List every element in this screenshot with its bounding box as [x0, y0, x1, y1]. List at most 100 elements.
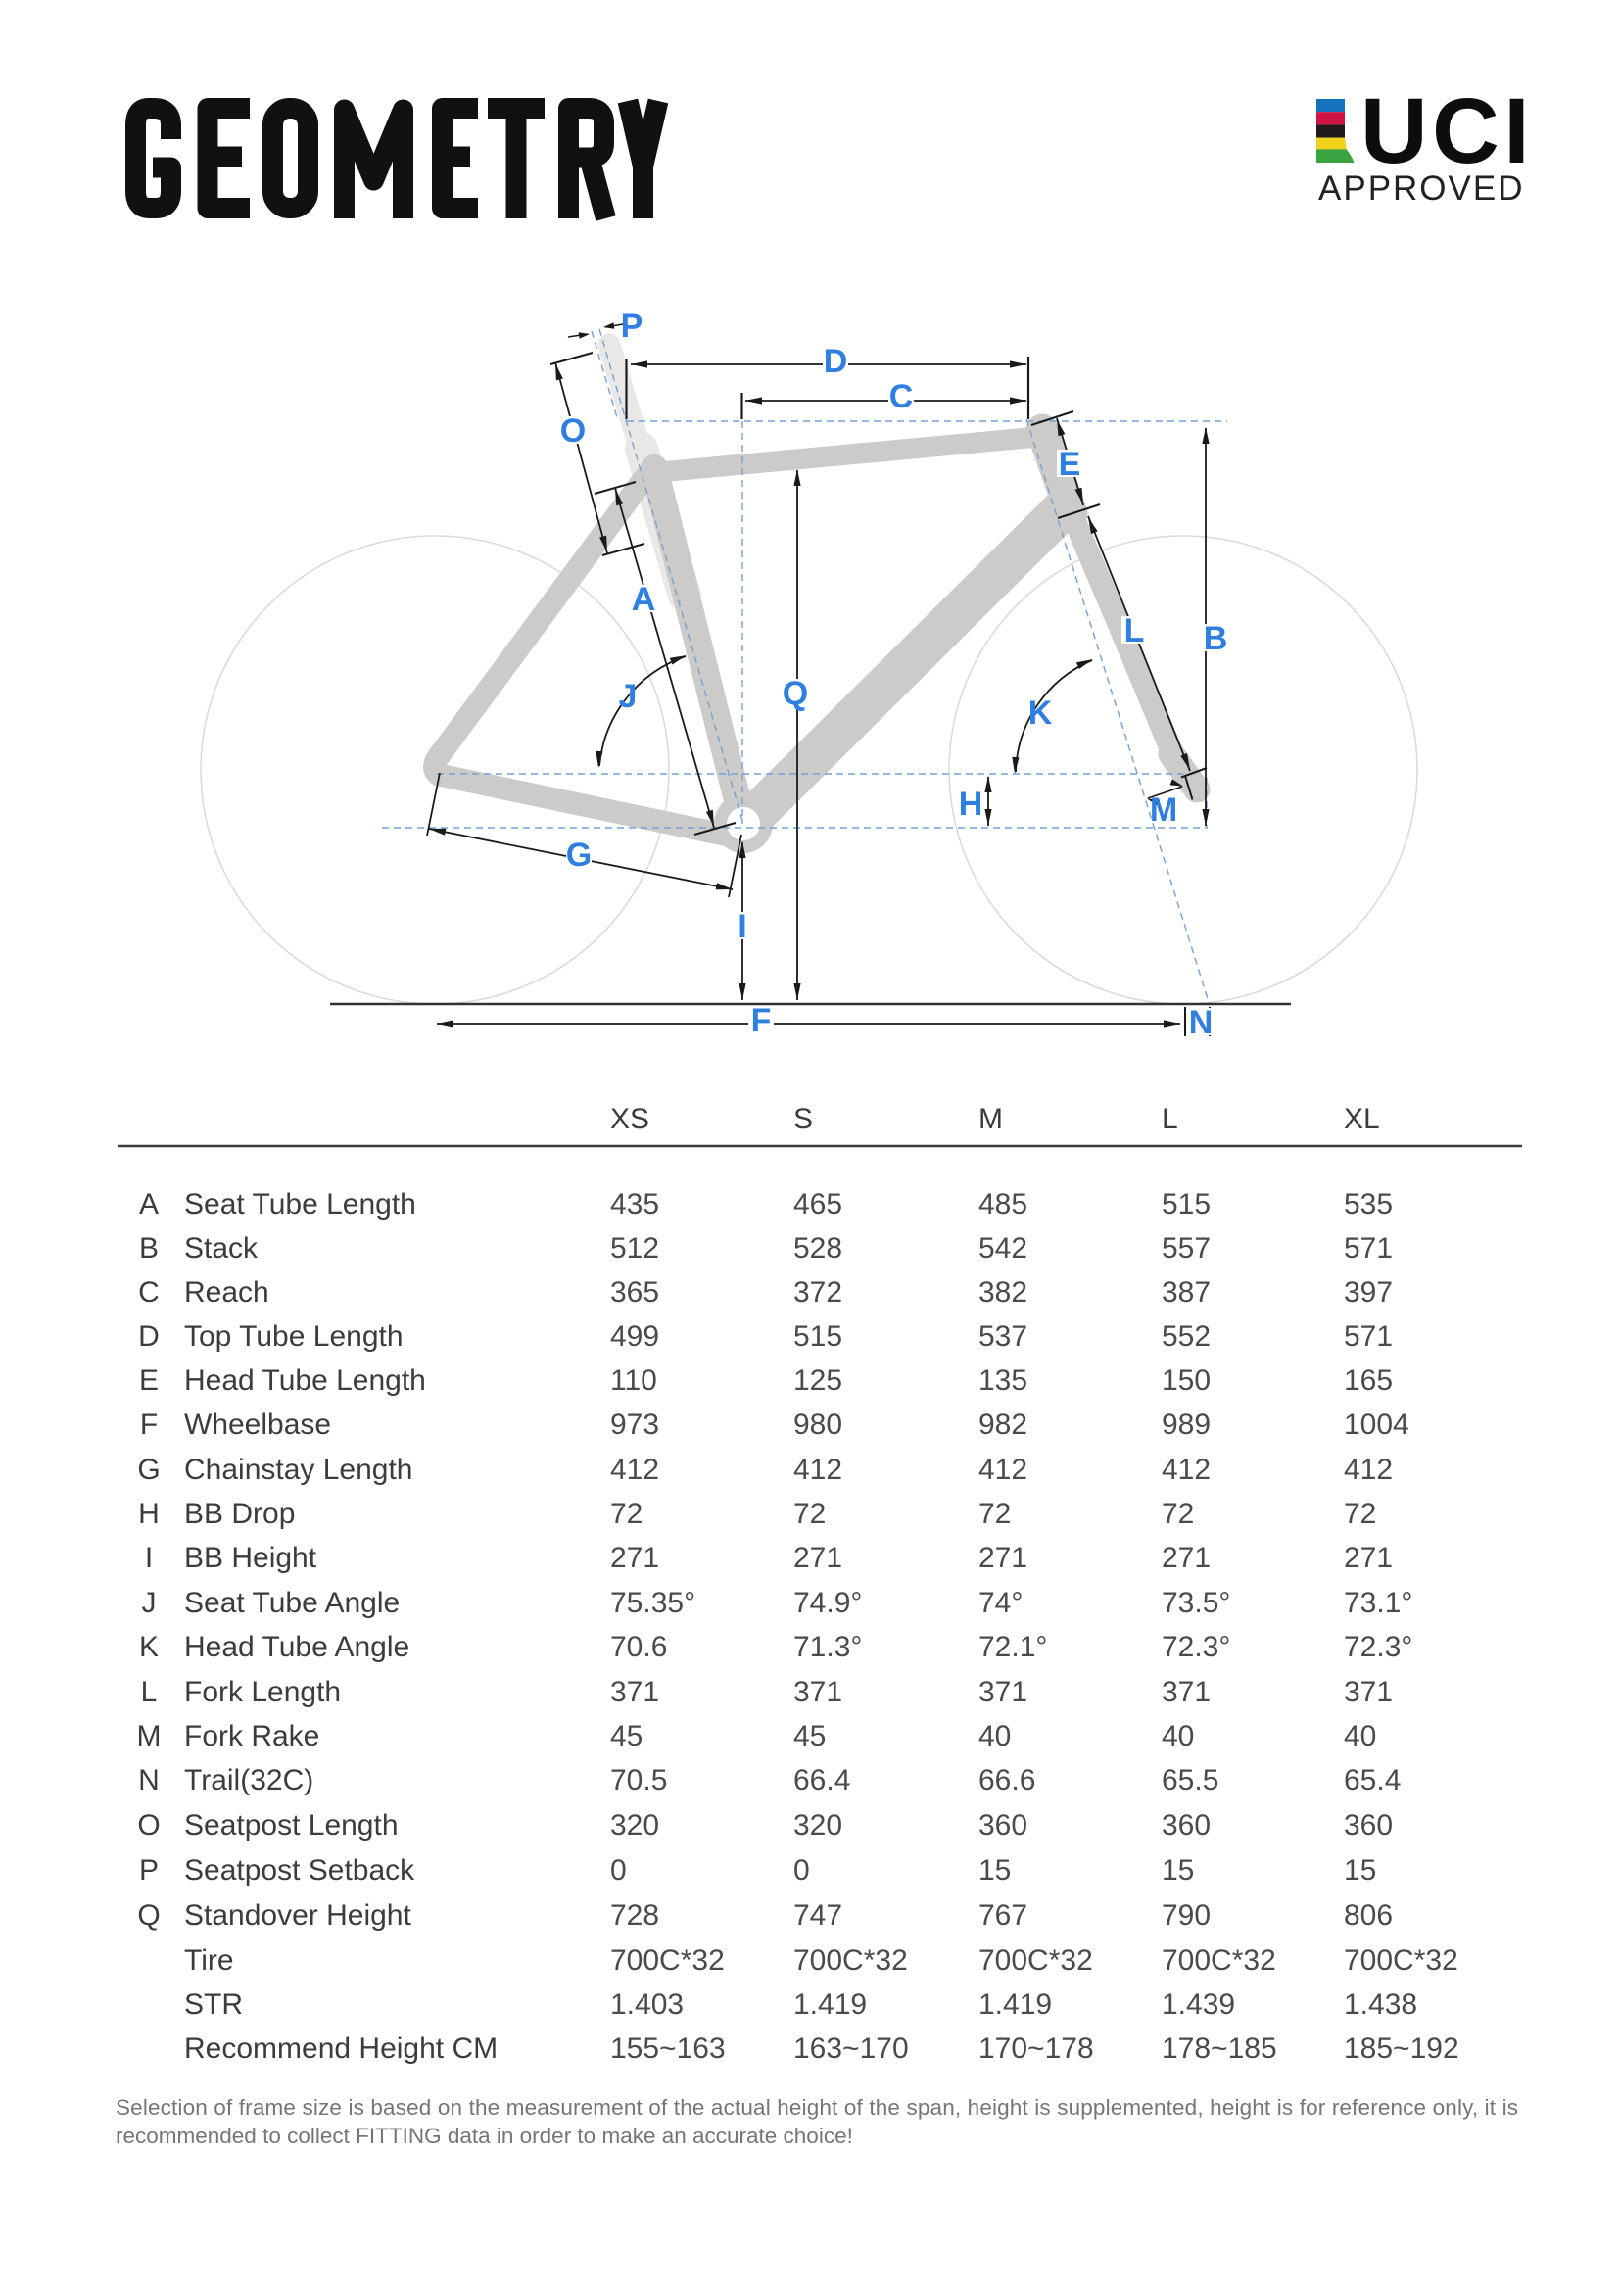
svg-text:271: 271: [793, 1542, 842, 1574]
svg-text:980: 980: [793, 1409, 842, 1441]
svg-text:74.9°: 74.9°: [793, 1587, 862, 1619]
svg-text:271: 271: [1344, 1542, 1393, 1574]
svg-text:E: E: [1059, 446, 1081, 483]
svg-text:L: L: [1124, 612, 1145, 649]
svg-text:365: 365: [610, 1276, 659, 1309]
svg-text:D: D: [824, 343, 848, 380]
svg-text:110: 110: [610, 1364, 657, 1397]
svg-text:Fork Length: Fork Length: [184, 1676, 341, 1708]
svg-text:155~163: 155~163: [610, 2033, 726, 2065]
svg-text:163~170: 163~170: [793, 2033, 909, 2065]
svg-text:372: 372: [793, 1276, 842, 1309]
svg-text:700C*32: 700C*32: [1344, 1944, 1458, 1977]
svg-text:70.5: 70.5: [610, 1764, 667, 1796]
svg-text:170~178: 170~178: [978, 2033, 1094, 2065]
svg-text:E: E: [139, 1364, 159, 1397]
svg-text:72: 72: [1344, 1498, 1376, 1530]
svg-text:H: H: [138, 1498, 160, 1530]
svg-text:Reach: Reach: [184, 1276, 269, 1309]
svg-text:1.419: 1.419: [978, 1988, 1052, 2021]
svg-text:K: K: [139, 1631, 159, 1663]
svg-text:542: 542: [978, 1232, 1027, 1265]
svg-text:515: 515: [1162, 1188, 1211, 1220]
svg-text:387: 387: [1162, 1276, 1211, 1309]
svg-text:STR: STR: [184, 1988, 243, 2021]
svg-text:H: H: [959, 786, 983, 823]
svg-text:557: 557: [1162, 1232, 1211, 1265]
svg-text:72.1°: 72.1°: [978, 1631, 1047, 1663]
svg-text:982: 982: [978, 1409, 1027, 1441]
svg-text:320: 320: [610, 1809, 659, 1842]
svg-text:15: 15: [1344, 1854, 1376, 1887]
svg-text:72: 72: [793, 1498, 826, 1530]
svg-text:371: 371: [1162, 1676, 1211, 1708]
svg-text:XL: XL: [1344, 1103, 1380, 1135]
svg-text:N: N: [138, 1764, 160, 1796]
svg-text:15: 15: [978, 1854, 1011, 1887]
svg-text:412: 412: [1344, 1454, 1393, 1486]
svg-text:C: C: [889, 378, 914, 415]
svg-text:1.403: 1.403: [610, 1988, 684, 2021]
svg-text:0: 0: [610, 1854, 627, 1887]
svg-text:185~192: 185~192: [1344, 2033, 1459, 2065]
svg-text:1004: 1004: [1344, 1409, 1409, 1441]
svg-text:74°: 74°: [978, 1587, 1023, 1619]
svg-text:S: S: [793, 1103, 813, 1135]
svg-text:1.419: 1.419: [793, 1988, 867, 2021]
svg-text:Tire: Tire: [184, 1944, 234, 1977]
svg-text:N: N: [1189, 1004, 1214, 1041]
svg-text:Trail(32C): Trail(32C): [184, 1764, 313, 1796]
svg-text:165: 165: [1344, 1364, 1393, 1397]
svg-text:371: 371: [610, 1676, 659, 1708]
svg-text:Stack: Stack: [184, 1232, 259, 1265]
svg-text:485: 485: [978, 1188, 1027, 1220]
svg-text:F: F: [751, 1002, 772, 1039]
svg-text:Head Tube Length: Head Tube Length: [184, 1364, 426, 1397]
svg-text:P: P: [139, 1854, 159, 1887]
svg-text:66.4: 66.4: [793, 1764, 850, 1796]
svg-text:J: J: [142, 1587, 157, 1619]
svg-text:412: 412: [1162, 1454, 1211, 1486]
svg-text:G: G: [566, 837, 592, 874]
svg-text:65.4: 65.4: [1344, 1764, 1401, 1796]
svg-text:806: 806: [1344, 1899, 1393, 1932]
svg-text:Chainstay Length: Chainstay Length: [184, 1454, 413, 1486]
svg-text:700C*32: 700C*32: [793, 1944, 908, 1977]
svg-text:Standover Height: Standover Height: [184, 1899, 411, 1932]
svg-text:989: 989: [1162, 1409, 1211, 1441]
svg-text:Seatpost Length: Seatpost Length: [184, 1809, 399, 1842]
svg-text:BB Height: BB Height: [184, 1542, 317, 1574]
svg-text:537: 537: [978, 1320, 1027, 1353]
svg-text:A: A: [139, 1188, 159, 1220]
svg-text:Q: Q: [783, 675, 808, 712]
svg-text:178~185: 178~185: [1162, 2033, 1277, 2065]
svg-text:150: 150: [1162, 1364, 1211, 1397]
svg-text:271: 271: [610, 1542, 659, 1574]
svg-text:72: 72: [1162, 1498, 1194, 1530]
svg-text:135: 135: [978, 1364, 1027, 1397]
svg-text:371: 371: [978, 1676, 1027, 1708]
svg-text:A: A: [632, 581, 656, 618]
svg-text:XS: XS: [610, 1103, 649, 1135]
svg-text:1.439: 1.439: [1162, 1988, 1235, 2021]
svg-text:371: 371: [1344, 1676, 1393, 1708]
svg-text:Recommend Height CM: Recommend Height CM: [184, 2033, 498, 2065]
svg-text:767: 767: [978, 1899, 1027, 1932]
svg-text:360: 360: [1162, 1809, 1211, 1842]
svg-text:40: 40: [1162, 1720, 1194, 1752]
svg-text:K: K: [1028, 694, 1053, 732]
svg-text:360: 360: [978, 1809, 1027, 1842]
svg-text:Seat Tube Length: Seat Tube Length: [184, 1188, 416, 1220]
svg-text:371: 371: [793, 1676, 842, 1708]
svg-text:700C*32: 700C*32: [610, 1944, 725, 1977]
svg-text:125: 125: [793, 1364, 842, 1397]
svg-text:66.6: 66.6: [978, 1764, 1035, 1796]
svg-text:L: L: [1162, 1103, 1178, 1135]
svg-text:700C*32: 700C*32: [978, 1944, 1093, 1977]
svg-text:412: 412: [793, 1454, 842, 1486]
svg-text:Fork Rake: Fork Rake: [184, 1720, 319, 1752]
svg-text:412: 412: [610, 1454, 659, 1486]
svg-text:45: 45: [610, 1720, 643, 1752]
svg-text:L: L: [141, 1676, 158, 1708]
svg-text:O: O: [137, 1809, 160, 1842]
